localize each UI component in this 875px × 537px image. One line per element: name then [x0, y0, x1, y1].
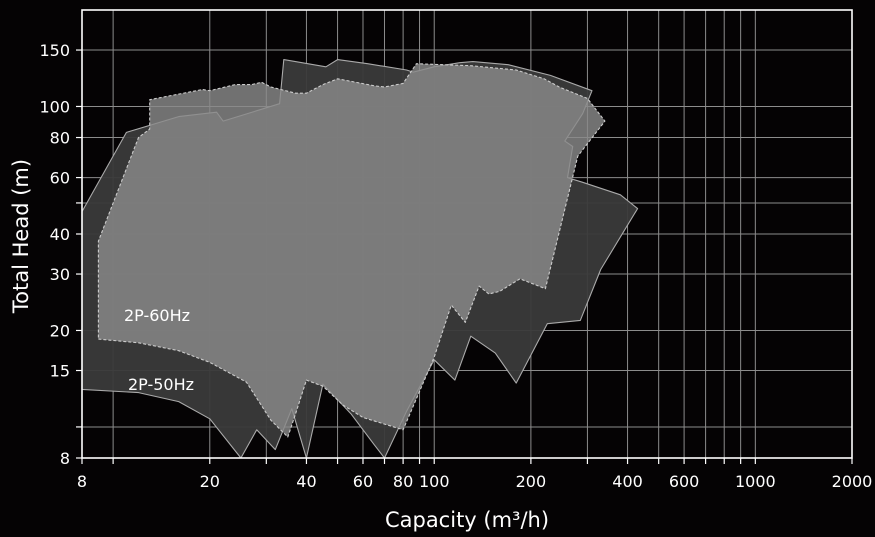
x-tick-label: 200	[516, 472, 547, 491]
y-tick-label: 8	[60, 449, 70, 468]
y-tick-label: 100	[39, 97, 70, 116]
y-tick-label: 60	[50, 169, 70, 188]
y-tick-label: 80	[50, 129, 70, 148]
x-tick-label: 60	[353, 472, 373, 491]
x-axis-label: Capacity (m³/h)	[385, 508, 549, 532]
y-axis-label: Total Head (m)	[9, 159, 33, 314]
y-tick-label: 40	[50, 225, 70, 244]
x-tick-label: 8	[77, 472, 87, 491]
y-tick-label: 150	[39, 41, 70, 60]
x-tick-label: 600	[669, 472, 700, 491]
x-tick-label: 100	[419, 472, 450, 491]
y-tick-label: 30	[50, 265, 70, 284]
x-tick-label: 2000	[832, 472, 873, 491]
axis-ticks: 8 20 40 60 80 100 200 400 600 1000 2000 8 15 20 30 40 60…	[39, 41, 872, 491]
x-tick-label: 80	[393, 472, 413, 491]
x-tick-label: 20	[200, 472, 220, 491]
coverage-regions	[81, 59, 639, 459]
y-tick-label: 20	[50, 321, 70, 340]
region-label-50hz: 2P-50Hz	[128, 375, 194, 394]
region-label-60hz: 2P-60Hz	[124, 306, 190, 325]
x-tick-label: 400	[612, 472, 643, 491]
x-tick-label: 40	[296, 472, 316, 491]
x-tick-label: 1000	[735, 472, 776, 491]
region-2p-60hz	[97, 63, 606, 438]
y-tick-label: 15	[50, 362, 70, 381]
